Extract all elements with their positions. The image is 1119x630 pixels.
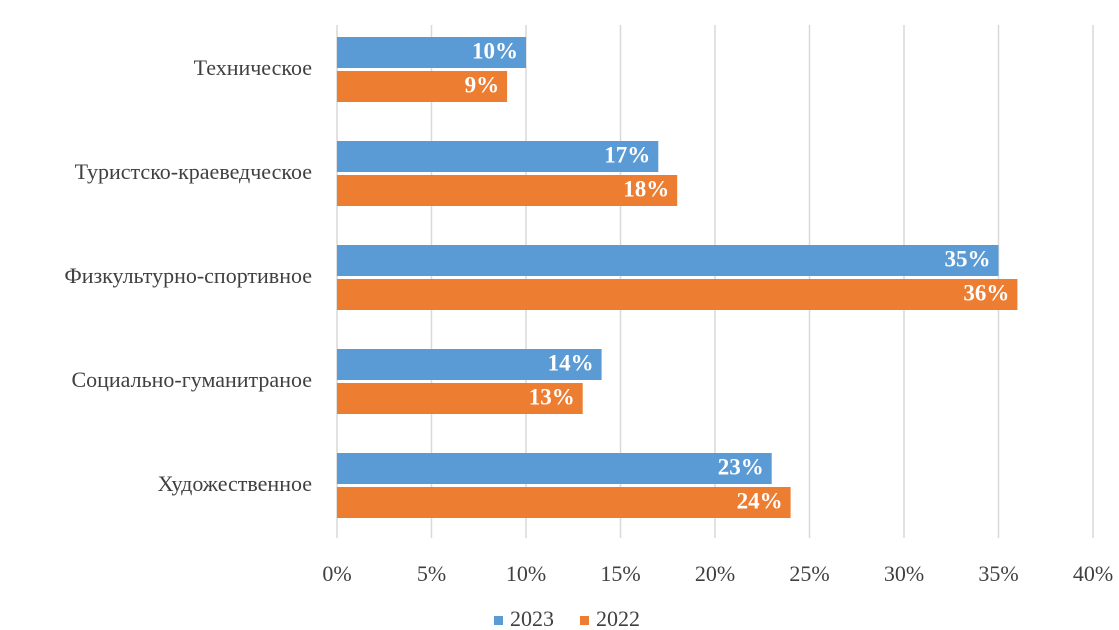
value-label: 36% <box>963 280 1009 305</box>
y-tick-label: Физкультурно-спортивное <box>64 263 312 288</box>
value-label: 23% <box>718 454 764 479</box>
value-label: 10% <box>472 38 518 63</box>
x-tick-label: 20% <box>695 561 735 586</box>
legend-label: 2023 <box>510 606 554 630</box>
bar <box>337 71 508 102</box>
y-tick-label: Туристско-краеведческое <box>75 159 312 184</box>
value-label: 13% <box>529 384 575 409</box>
bar <box>337 37 526 68</box>
x-tick-label: 25% <box>789 561 829 586</box>
value-label: 14% <box>548 350 594 375</box>
bar <box>337 383 583 414</box>
bar <box>337 453 772 484</box>
legend-swatch <box>580 616 589 625</box>
x-tick-label: 30% <box>884 561 924 586</box>
bar <box>337 141 659 172</box>
y-tick-label: Социально-гуманитраное <box>71 367 312 392</box>
x-tick-label: 35% <box>978 561 1018 586</box>
x-tick-label: 15% <box>600 561 640 586</box>
value-label: 9% <box>465 72 500 97</box>
y-tick-label: Художественное <box>158 471 312 496</box>
bar <box>337 349 602 380</box>
bar <box>337 245 999 276</box>
bar <box>337 175 678 206</box>
value-label: 18% <box>623 176 669 201</box>
x-tick-label: 40% <box>1073 561 1113 586</box>
bar <box>337 487 791 518</box>
x-tick-label: 5% <box>417 561 446 586</box>
x-tick-label: 0% <box>322 561 351 586</box>
bar <box>337 279 1018 310</box>
value-label: 17% <box>604 142 650 167</box>
y-tick-label: Техническое <box>194 55 312 80</box>
x-tick-label: 10% <box>506 561 546 586</box>
value-label: 35% <box>945 246 991 271</box>
value-label: 24% <box>737 488 783 513</box>
legend-swatch <box>494 616 503 625</box>
legend-label: 2022 <box>596 606 640 630</box>
